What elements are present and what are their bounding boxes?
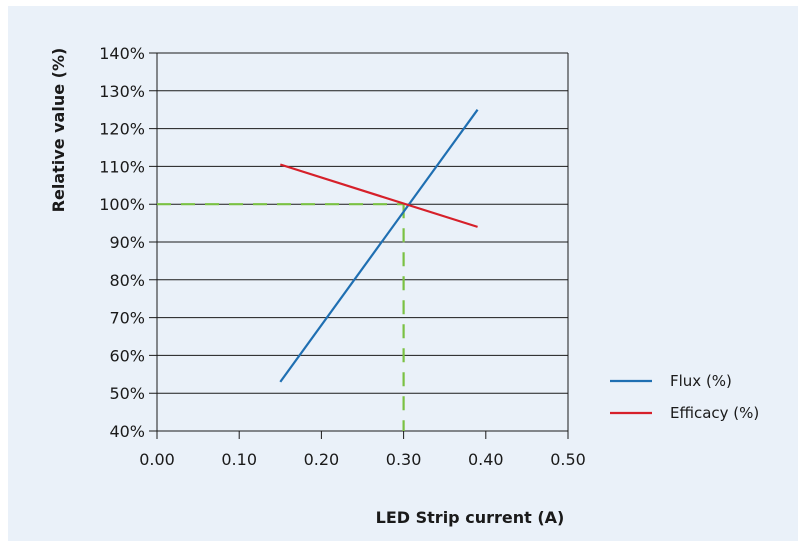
x-tick-label: 0.40	[468, 450, 504, 469]
y-tick-label: 120%	[99, 120, 145, 139]
x-tick-label: 0.20	[304, 450, 340, 469]
y-tick-label: 50%	[109, 384, 145, 403]
x-tick-label: 0.00	[139, 450, 175, 469]
x-axis-title: LED Strip current (A)	[376, 508, 565, 527]
x-tick-label: 0.10	[221, 450, 257, 469]
series-line-flux	[279, 109, 479, 383]
series-line-efficacy	[279, 163, 478, 228]
reference-lines	[157, 203, 405, 431]
y-tick-label: 130%	[99, 82, 145, 101]
axes	[156, 53, 569, 439]
legend: Flux (%) Efficacy (%)	[610, 372, 759, 422]
gridlines	[149, 52, 568, 432]
y-tick-labels: 40% 50% 60% 70% 80% 90% 100% 110% 120% 130% 140%	[99, 44, 145, 441]
y-tick-label: 90%	[109, 233, 145, 252]
y-tick-label: 80%	[109, 271, 145, 290]
x-tick-label: 0.50	[550, 450, 586, 469]
x-tick-label: 0.30	[386, 450, 422, 469]
y-axis-title: Relative value (%)	[49, 48, 68, 213]
x-tick-labels: 0.00 0.10 0.20 0.30 0.40 0.50	[139, 450, 586, 469]
y-tick-label: 140%	[99, 44, 145, 63]
y-tick-label: 60%	[109, 346, 145, 365]
series-lines	[279, 109, 479, 383]
legend-label: Efficacy (%)	[670, 404, 759, 422]
y-tick-label: 40%	[109, 422, 145, 441]
legend-label: Flux (%)	[670, 372, 732, 390]
chart-panel	[8, 6, 798, 541]
y-tick-label: 100%	[99, 195, 145, 214]
y-tick-label: 70%	[109, 309, 145, 328]
y-tick-label: 110%	[99, 157, 145, 176]
